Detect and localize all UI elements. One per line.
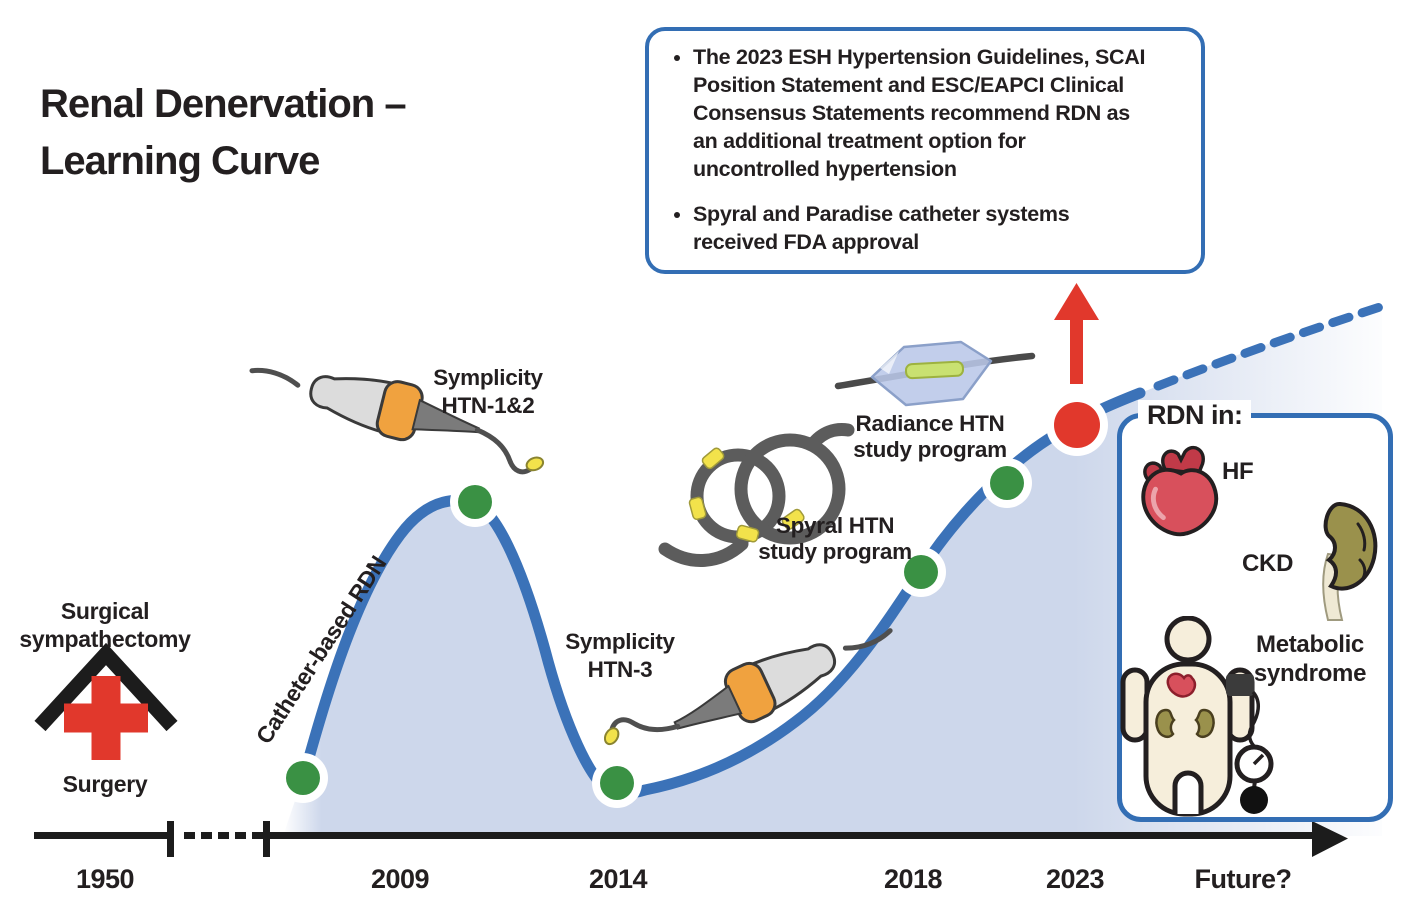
bp-tube [1247,690,1260,750]
milestone-dot-symplicity-htn12 [450,477,500,527]
symplicity-htn12-label: Symplicity HTN-1&2 [433,365,543,418]
spyral-catheter-icon [658,423,855,567]
symplicity-htn3-label: Symplicity HTN-3 [565,629,675,682]
surgical-sympathectomy-label: Surgical sympathectomy [19,598,191,652]
inner-kidney-left [1155,708,1176,739]
year-label-future: Future? [1194,864,1293,894]
milestone-dot-fda-approval [1046,394,1108,456]
year-label-2018: 2018 [883,864,943,894]
rdn-indications-box: RDN in: HF CKD [1117,400,1393,822]
timeline-arrowhead [1312,821,1348,857]
year-label-2009: 2009 [370,864,430,894]
kidney-icon [1322,502,1378,621]
year-label-2014: 2014 [588,864,648,894]
guidelines-callout-box: The 2023 ESH Hypertension Guidelines, SC… [645,27,1205,274]
timeline-axis [34,821,1348,857]
surgery-label: Surgery [62,771,148,797]
milestone-dot-symplicity-htn3 [592,758,642,808]
page-title: Renal Denervation – Learning Curve [40,76,407,190]
ckd-label: CKD [1242,550,1294,577]
milestone-dot-catheter-start [278,753,328,803]
axis-break-tick-left [167,821,174,857]
leg-gap [1172,770,1204,814]
rdn-box-title: RDN in: [1138,400,1252,431]
year-label-1950: 1950 [75,864,135,894]
metabolic-syndrome-label: Metabolic syndrome [1253,631,1367,687]
heart-icon [1141,446,1219,537]
axis-break-tick-right [263,821,270,857]
bp-bulb [1240,786,1268,814]
future-curve-dashed [1153,302,1385,391]
inner-kidney-right [1194,708,1215,739]
page-title-line1: Renal Denervation – [40,82,407,126]
milestone-dot-spyral [896,547,946,597]
hf-label: HF [1222,458,1254,485]
radiance-htn-label: Radiance HTN study program [853,411,1007,462]
inner-heart [1166,672,1197,698]
radiance-catheter-icon [834,340,1036,407]
guidelines-bullet-list: The 2023 ESH Hypertension Guidelines, SC… [663,43,1183,256]
year-label-2023: 2023 [1045,864,1105,894]
page-title-line2: Learning Curve [40,139,320,183]
metabolic-body-icon [1120,616,1274,817]
guidelines-bullet-1: The 2023 ESH Hypertension Guidelines, SC… [693,43,1183,183]
guidelines-bullet-2: Spyral and Paradise catheter systems rec… [693,200,1183,256]
hospital-icon [34,642,178,760]
left-arm [1120,667,1150,743]
symplicity-htn12-catheter-icon [249,367,545,475]
milestone-dot-radiance [982,458,1032,508]
approval-arrow [1054,283,1099,384]
bp-cuff [1226,674,1254,696]
spyral-htn-label: Spyral HTN study program [758,513,912,564]
symplicity-htn3-catheter-icon [603,628,893,746]
